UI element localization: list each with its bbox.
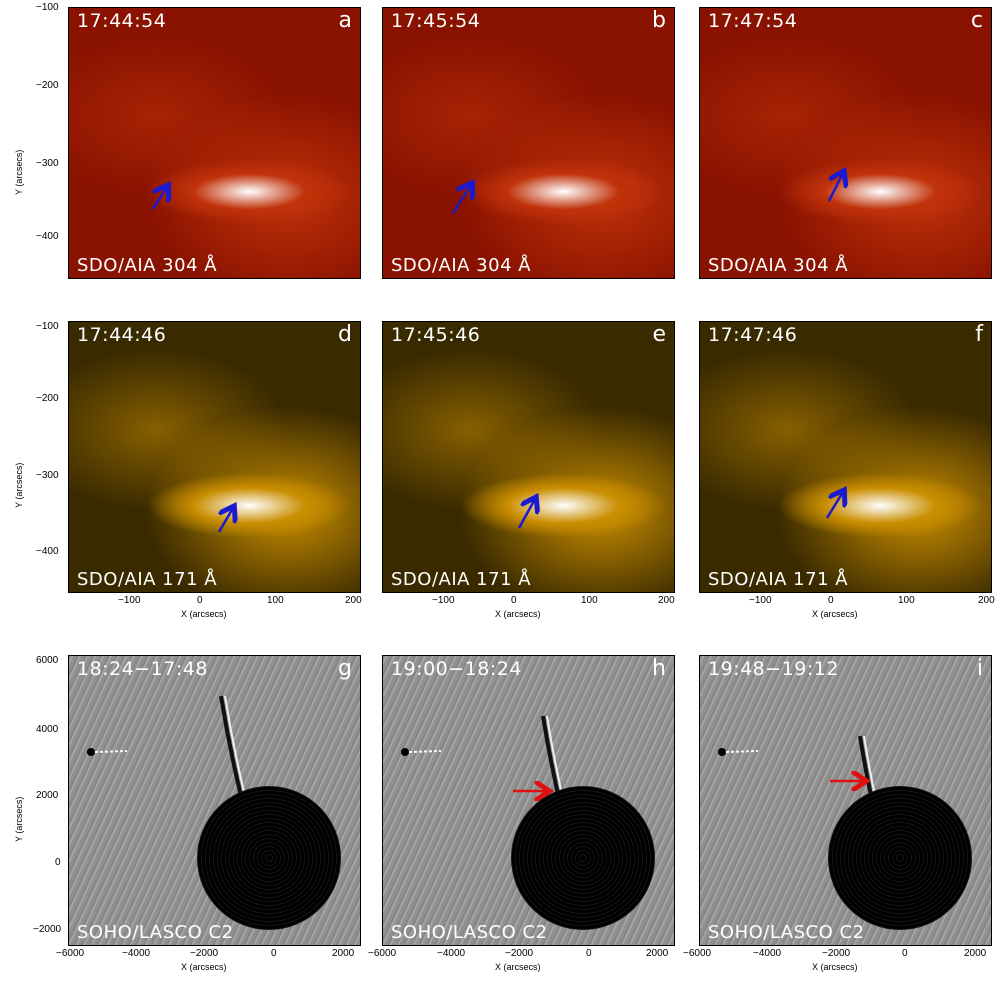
timestamp: 18:24−17:48 bbox=[77, 658, 208, 680]
x-tick: 2000 bbox=[964, 948, 986, 959]
y-tick: −100 bbox=[36, 321, 59, 332]
x-tick: −4000 bbox=[122, 948, 150, 959]
x-tick: −6000 bbox=[56, 948, 84, 959]
panel-letter: i bbox=[977, 656, 983, 681]
x-tick: 2000 bbox=[646, 948, 668, 959]
y-tick: −200 bbox=[36, 80, 59, 91]
panel-h-lasco: 19:00−18:24 h SOHO/LASCO C2 bbox=[382, 655, 675, 946]
panel-g-lasco: 18:24−17:48 g SOHO/LASCO C2 bbox=[68, 655, 361, 946]
panel-letter: c bbox=[971, 8, 983, 33]
x-tick: 0 bbox=[586, 948, 592, 959]
panel-d-aia171: 17:44:46 d SDO/AIA 171 Å bbox=[68, 321, 361, 593]
panel-letter: a bbox=[339, 8, 352, 33]
x-tick: 100 bbox=[267, 595, 284, 606]
y-axis-label: Y (arcsecs) bbox=[14, 797, 24, 842]
panel-b-aia304: 17:45:54 b SDO/AIA 304 Å bbox=[382, 7, 675, 279]
panel-c-aia304: 17:47:54 c SDO/AIA 304 Å bbox=[699, 7, 992, 279]
x-tick: 100 bbox=[581, 595, 598, 606]
timestamp: 17:47:46 bbox=[708, 324, 797, 346]
x-tick: −100 bbox=[432, 595, 455, 606]
x-tick: −4000 bbox=[437, 948, 465, 959]
pointer-arrow bbox=[69, 8, 361, 279]
timestamp: 17:44:54 bbox=[77, 10, 166, 32]
panel-letter: b bbox=[652, 8, 666, 33]
timestamp: 17:44:46 bbox=[77, 324, 166, 346]
instrument-label: SOHO/LASCO C2 bbox=[391, 922, 548, 943]
y-tick: −400 bbox=[36, 231, 59, 242]
panel-letter: g bbox=[338, 656, 352, 681]
y-axis-label: Y (arcsecs) bbox=[14, 150, 24, 195]
y-tick: −2000 bbox=[33, 924, 61, 935]
y-tick: 0 bbox=[55, 857, 61, 868]
y-tick: −300 bbox=[36, 470, 59, 481]
timestamp: 17:47:54 bbox=[708, 10, 797, 32]
instrument-label: SOHO/LASCO C2 bbox=[77, 922, 234, 943]
x-tick: −2000 bbox=[822, 948, 850, 959]
x-tick: 200 bbox=[345, 595, 362, 606]
panel-a-aia304: 17:44:54 a SDO/AIA 304 Å bbox=[68, 7, 361, 279]
panel-e-aia171: 17:45:46 e SDO/AIA 171 Å bbox=[382, 321, 675, 593]
x-tick: 0 bbox=[902, 948, 908, 959]
occulter-disk bbox=[197, 786, 341, 930]
panel-f-aia171: 17:47:46 f SDO/AIA 171 Å bbox=[699, 321, 992, 593]
instrument-label: SOHO/LASCO C2 bbox=[708, 922, 865, 943]
x-tick: −2000 bbox=[505, 948, 533, 959]
x-tick: −100 bbox=[749, 595, 772, 606]
panel-letter: d bbox=[338, 322, 352, 347]
x-tick: 0 bbox=[828, 595, 834, 606]
x-tick: 0 bbox=[197, 595, 203, 606]
y-tick: 2000 bbox=[36, 790, 58, 801]
pointer-arrow bbox=[383, 8, 675, 279]
x-tick: 100 bbox=[898, 595, 915, 606]
occulter-disk bbox=[511, 786, 655, 930]
x-axis-label: X (arcsecs) bbox=[495, 609, 541, 619]
instrument-label: SDO/AIA 304 Å bbox=[391, 255, 531, 276]
timestamp: 17:45:54 bbox=[391, 10, 480, 32]
x-tick: 2000 bbox=[332, 948, 354, 959]
x-axis-label: X (arcsecs) bbox=[812, 962, 858, 972]
occulter-disk bbox=[828, 786, 972, 930]
instrument-label: SDO/AIA 171 Å bbox=[391, 569, 531, 590]
y-tick: −200 bbox=[36, 393, 59, 404]
y-tick: 6000 bbox=[36, 655, 58, 666]
x-axis-label: X (arcsecs) bbox=[812, 609, 858, 619]
x-tick: −6000 bbox=[368, 948, 396, 959]
panel-i-lasco: 19:48−19:12 i SOHO/LASCO C2 bbox=[699, 655, 992, 946]
instrument-label: SDO/AIA 304 Å bbox=[77, 255, 217, 276]
x-tick: −6000 bbox=[683, 948, 711, 959]
instrument-label: SDO/AIA 171 Å bbox=[708, 569, 848, 590]
pointer-arrow bbox=[700, 322, 992, 593]
x-tick: −4000 bbox=[753, 948, 781, 959]
pointer-arrow bbox=[700, 8, 992, 279]
instrument-label: SDO/AIA 304 Å bbox=[708, 255, 848, 276]
x-tick: −2000 bbox=[190, 948, 218, 959]
y-tick: −400 bbox=[36, 546, 59, 557]
x-tick: 200 bbox=[658, 595, 675, 606]
panel-letter: f bbox=[975, 322, 983, 347]
x-axis-label: X (arcsecs) bbox=[495, 962, 541, 972]
y-axis-label: Y (arcsecs) bbox=[14, 463, 24, 508]
x-axis-label: X (arcsecs) bbox=[181, 609, 227, 619]
pointer-arrow bbox=[383, 322, 675, 593]
instrument-label: SDO/AIA 171 Å bbox=[77, 569, 217, 590]
y-tick: 4000 bbox=[36, 724, 58, 735]
y-tick: −300 bbox=[36, 158, 59, 169]
x-tick: 0 bbox=[271, 948, 277, 959]
pointer-arrow bbox=[69, 322, 361, 593]
timestamp: 17:45:46 bbox=[391, 324, 480, 346]
panel-letter: h bbox=[652, 656, 666, 681]
x-axis-label: X (arcsecs) bbox=[181, 962, 227, 972]
panel-letter: e bbox=[652, 322, 666, 347]
x-tick: 200 bbox=[978, 595, 995, 606]
x-tick: 0 bbox=[511, 595, 517, 606]
timestamp: 19:48−19:12 bbox=[708, 658, 839, 680]
y-tick: −100 bbox=[36, 2, 59, 13]
x-tick: −100 bbox=[118, 595, 141, 606]
timestamp: 19:00−18:24 bbox=[391, 658, 522, 680]
